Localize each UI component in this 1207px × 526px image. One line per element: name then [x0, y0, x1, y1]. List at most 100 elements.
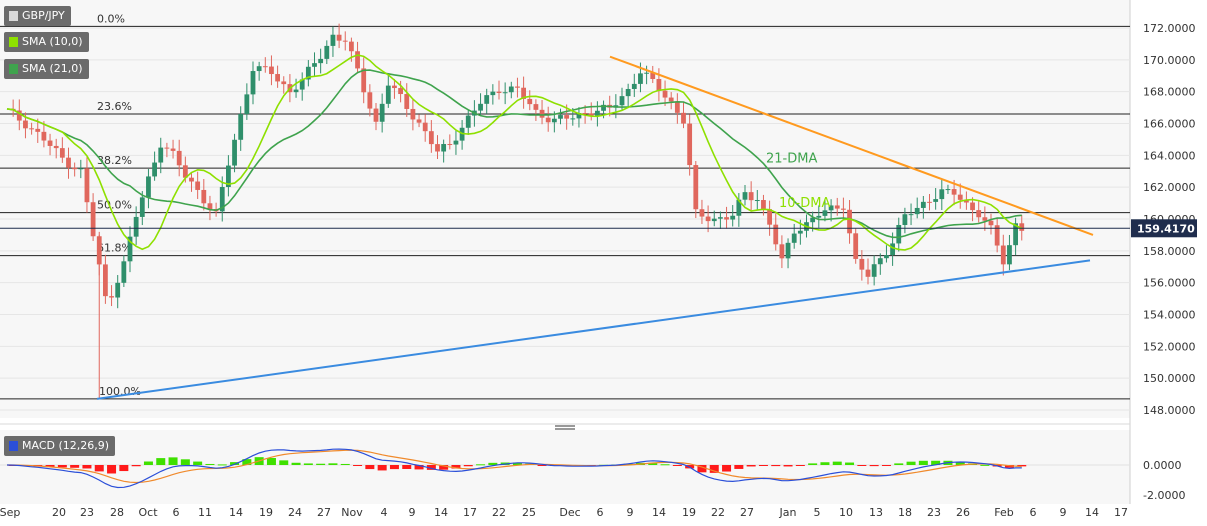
candle-body	[361, 68, 367, 93]
sma10-swatch	[9, 37, 18, 47]
macd-histogram-bar	[648, 462, 658, 465]
candle-body	[392, 85, 397, 89]
x-tick-label: 27	[317, 506, 331, 519]
macd-histogram-bar	[266, 458, 276, 465]
candle-body	[238, 114, 244, 140]
candle-body	[312, 63, 317, 67]
macd-histogram-bar	[845, 462, 855, 465]
candle-body	[773, 224, 779, 245]
candle-body	[951, 189, 957, 195]
x-tick-label: 14	[1085, 506, 1099, 519]
fib-level-label: 0.0%	[97, 12, 125, 25]
macd-histogram-bar	[291, 462, 301, 465]
macd-histogram-bar	[217, 464, 227, 466]
macd-histogram-bar	[131, 465, 141, 467]
candle-body	[23, 120, 28, 129]
x-tick-label: 24	[288, 506, 302, 519]
macd-histogram-bar	[94, 465, 104, 472]
macd-histogram-bar	[242, 459, 252, 465]
candle-body	[927, 201, 932, 203]
candle-body	[484, 95, 490, 104]
macd-histogram-bar	[426, 465, 436, 470]
candle-body	[681, 112, 686, 124]
candle-body	[355, 51, 360, 69]
macd-tag[interactable]: MACD (12,26,9)	[4, 436, 116, 456]
x-tick-label: 22	[492, 506, 506, 519]
candle-body	[478, 103, 483, 111]
x-tick-label: 14	[229, 506, 243, 519]
candle-body	[29, 128, 34, 130]
macd-histogram-bar	[230, 462, 240, 465]
candle-body	[945, 189, 951, 191]
candle-body	[465, 115, 471, 128]
macd-swatch	[9, 441, 18, 451]
candle-body	[66, 157, 71, 168]
macd-histogram-bar	[488, 462, 498, 465]
candle-body	[262, 66, 268, 68]
candle-body	[644, 72, 649, 74]
candle-body	[662, 90, 668, 98]
sma10-tag[interactable]: SMA (10,0)	[4, 32, 89, 52]
candle-body	[435, 144, 440, 152]
candle-body	[201, 189, 207, 204]
candle-body	[521, 87, 526, 99]
macd-histogram-bar	[377, 465, 387, 471]
fib-level-label: 38.2%	[97, 154, 132, 167]
x-tick-label: Nov	[341, 506, 363, 519]
x-tick-label: 23	[927, 506, 941, 519]
candle-body	[964, 199, 969, 203]
macd-histogram-bar	[439, 465, 449, 470]
macd-histogram-bar	[832, 461, 842, 465]
x-tick-label: 6	[1030, 506, 1037, 519]
candle-body	[232, 139, 237, 166]
candle-body	[822, 210, 828, 216]
sma21-tag[interactable]: SMA (21,0)	[4, 59, 89, 79]
candle-body	[877, 258, 883, 265]
candle-body	[490, 91, 496, 96]
price-tick-label: 172.0000	[1143, 22, 1196, 35]
price-tick-label: 162.0000	[1143, 181, 1196, 194]
candle-body	[668, 97, 674, 102]
candle-body	[515, 86, 520, 88]
macd-histogram-bar	[365, 465, 375, 470]
macd-histogram-bar	[660, 464, 670, 466]
candle-body	[72, 167, 78, 170]
candle-body	[859, 258, 865, 270]
candle-body	[385, 85, 391, 104]
x-tick-label: 10	[839, 506, 853, 519]
macd-line	[6, 448, 1022, 489]
candle-body	[638, 73, 643, 84]
candle-body	[176, 150, 182, 166]
last-price-tag	[1131, 219, 1197, 238]
macd-pane	[0, 430, 1130, 504]
candle-body	[656, 78, 662, 91]
macd-histogram-bar	[771, 465, 781, 467]
x-tick-label: 9	[409, 506, 416, 519]
candle-body	[970, 202, 975, 211]
sma10-line	[6, 54, 1023, 251]
candle-body	[293, 89, 299, 93]
candle-body	[761, 200, 766, 210]
pane-grip-2	[555, 428, 575, 430]
macd-histogram-bar	[279, 460, 289, 465]
candle-body	[47, 140, 53, 146]
macd-histogram-bar	[57, 465, 67, 468]
macd-histogram-bar	[414, 465, 424, 470]
candle-body	[269, 66, 274, 75]
candle-body	[754, 200, 760, 202]
candle-body	[988, 220, 994, 226]
candle-body	[90, 202, 96, 237]
macd-histogram-bar	[512, 462, 522, 465]
candle-body	[797, 230, 803, 234]
sma21-swatch	[9, 64, 18, 74]
macd-histogram-bar	[45, 465, 55, 467]
macd-histogram-bar	[1017, 465, 1027, 467]
candle-body	[619, 96, 625, 106]
x-tick-label: 14	[652, 506, 666, 519]
candle-body	[379, 103, 385, 122]
price-pane	[0, 0, 1130, 418]
candle-body	[453, 140, 459, 145]
symbol-swatch	[9, 11, 18, 21]
macd-histogram-bar	[931, 460, 941, 465]
